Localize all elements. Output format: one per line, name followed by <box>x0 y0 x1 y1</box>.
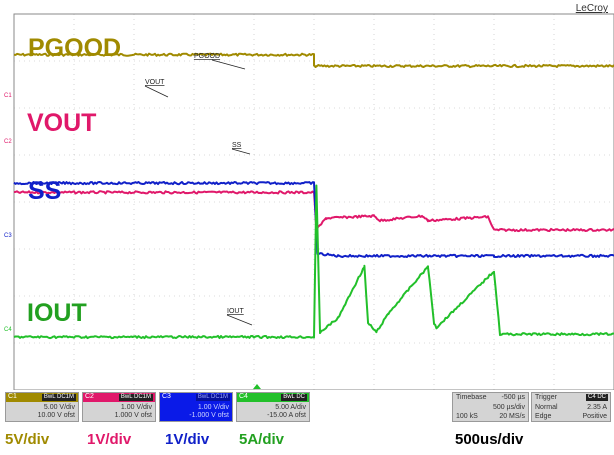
scale-c4: 5A/div <box>239 431 285 448</box>
channel-panel-c3[interactable]: C3 BwL DC1M 1.00 V/div -1.000 V ofst <box>159 392 233 422</box>
trace-iout <box>13 184 614 340</box>
offset: 10.00 V ofst <box>37 412 75 419</box>
trace-tag-pgood: PGOOD <box>194 53 220 60</box>
volts-per-div: 5.00 A/div <box>275 404 306 411</box>
coupling-badge: BwL DC1M <box>195 394 230 401</box>
timebase-panel[interactable]: Timebase -500 µs 500 µs/div 100 kS 20 MS… <box>452 392 529 422</box>
label-vout: VOUT <box>27 109 97 137</box>
trigger-position-marker <box>253 384 261 389</box>
channel-panel-c2[interactable]: C2 BwL DC1M 1.00 V/div 1.000 V ofst <box>82 392 156 422</box>
label-iout: IOUT <box>27 299 87 327</box>
timebase-delay: -500 µs <box>501 394 526 401</box>
coupling-badge: BwL DC1M <box>41 394 76 401</box>
trigger-source-badge: C4 DC <box>585 394 608 401</box>
trigger-level: 2.35 A <box>587 404 607 411</box>
trigger-title: Trigger <box>535 394 557 401</box>
label-pgood: PGOOD <box>28 34 122 62</box>
channel-marker-c1: C1 <box>4 93 12 99</box>
volts-per-div: 1.00 V/div <box>197 404 229 411</box>
channel-marker-c4: C4 <box>4 327 12 333</box>
channel-panel-c1[interactable]: C1 BwL DC1M 5.00 V/div 10.00 V ofst <box>5 392 79 422</box>
channel-id: C2 <box>85 393 94 400</box>
channel-marker-c3: C3 <box>4 233 12 239</box>
screen-border <box>13 13 614 390</box>
offset: -1.000 V ofst <box>189 412 229 419</box>
trace-pgood <box>13 52 614 69</box>
volts-per-div: 1.00 V/div <box>120 404 152 411</box>
sample-rate: 20 MS/s <box>499 413 525 420</box>
trace-tag-leader <box>231 148 251 155</box>
label-ss: SS <box>28 177 62 205</box>
sample-count: 100 kS <box>456 413 478 420</box>
time-per-div: 500 µs/div <box>492 404 525 411</box>
trace-tag-leader <box>144 85 169 98</box>
scope-brand: LeCroy <box>575 3 608 14</box>
timebase-title: Timebase <box>456 394 487 401</box>
trace-tag-vout: VOUT <box>145 79 165 86</box>
volts-per-div: 5.00 V/div <box>43 404 75 411</box>
channel-panel-c4[interactable]: C4 BwL DC 5.00 A/div -15.00 A ofst <box>236 392 310 422</box>
scale-c1: 5V/div <box>5 431 50 448</box>
offset: 1.000 V ofst <box>114 412 152 419</box>
channel-id: C1 <box>8 393 17 400</box>
channel-markers: C1 C2 C3 C4 <box>4 93 261 389</box>
trigger-type: Edge <box>535 413 552 420</box>
trace-tag-iout: IOUT <box>227 308 244 315</box>
trigger-panel[interactable]: Trigger C4 DC Normal 2.35 A Edge Positiv… <box>531 392 611 422</box>
channel-id: C4 <box>239 393 248 400</box>
traces <box>13 52 614 340</box>
coupling-badge: BwL DC <box>281 394 307 401</box>
trigger-slope: Positive <box>582 413 607 420</box>
trace-tags: PGOOD VOUT SS IOUT <box>144 53 253 326</box>
scale-c2: 1V/div <box>87 431 132 448</box>
coupling-badge: BwL DC1M <box>118 394 153 401</box>
trace-tag-leader <box>226 314 253 326</box>
channel-id: C3 <box>162 393 171 400</box>
scale-time: 500us/div <box>455 431 524 448</box>
scope-screen: PGOOD VOUT SS IOUT C1 C2 C3 C4 <box>4 13 614 390</box>
scale-c3: 1V/div <box>165 431 210 448</box>
channel-marker-c2: C2 <box>4 139 12 145</box>
trace-tag-ss: SS <box>232 142 242 149</box>
offset: -15.00 A ofst <box>267 412 306 419</box>
trigger-mode: Normal <box>535 404 558 411</box>
trace-tag-leader <box>211 59 246 70</box>
